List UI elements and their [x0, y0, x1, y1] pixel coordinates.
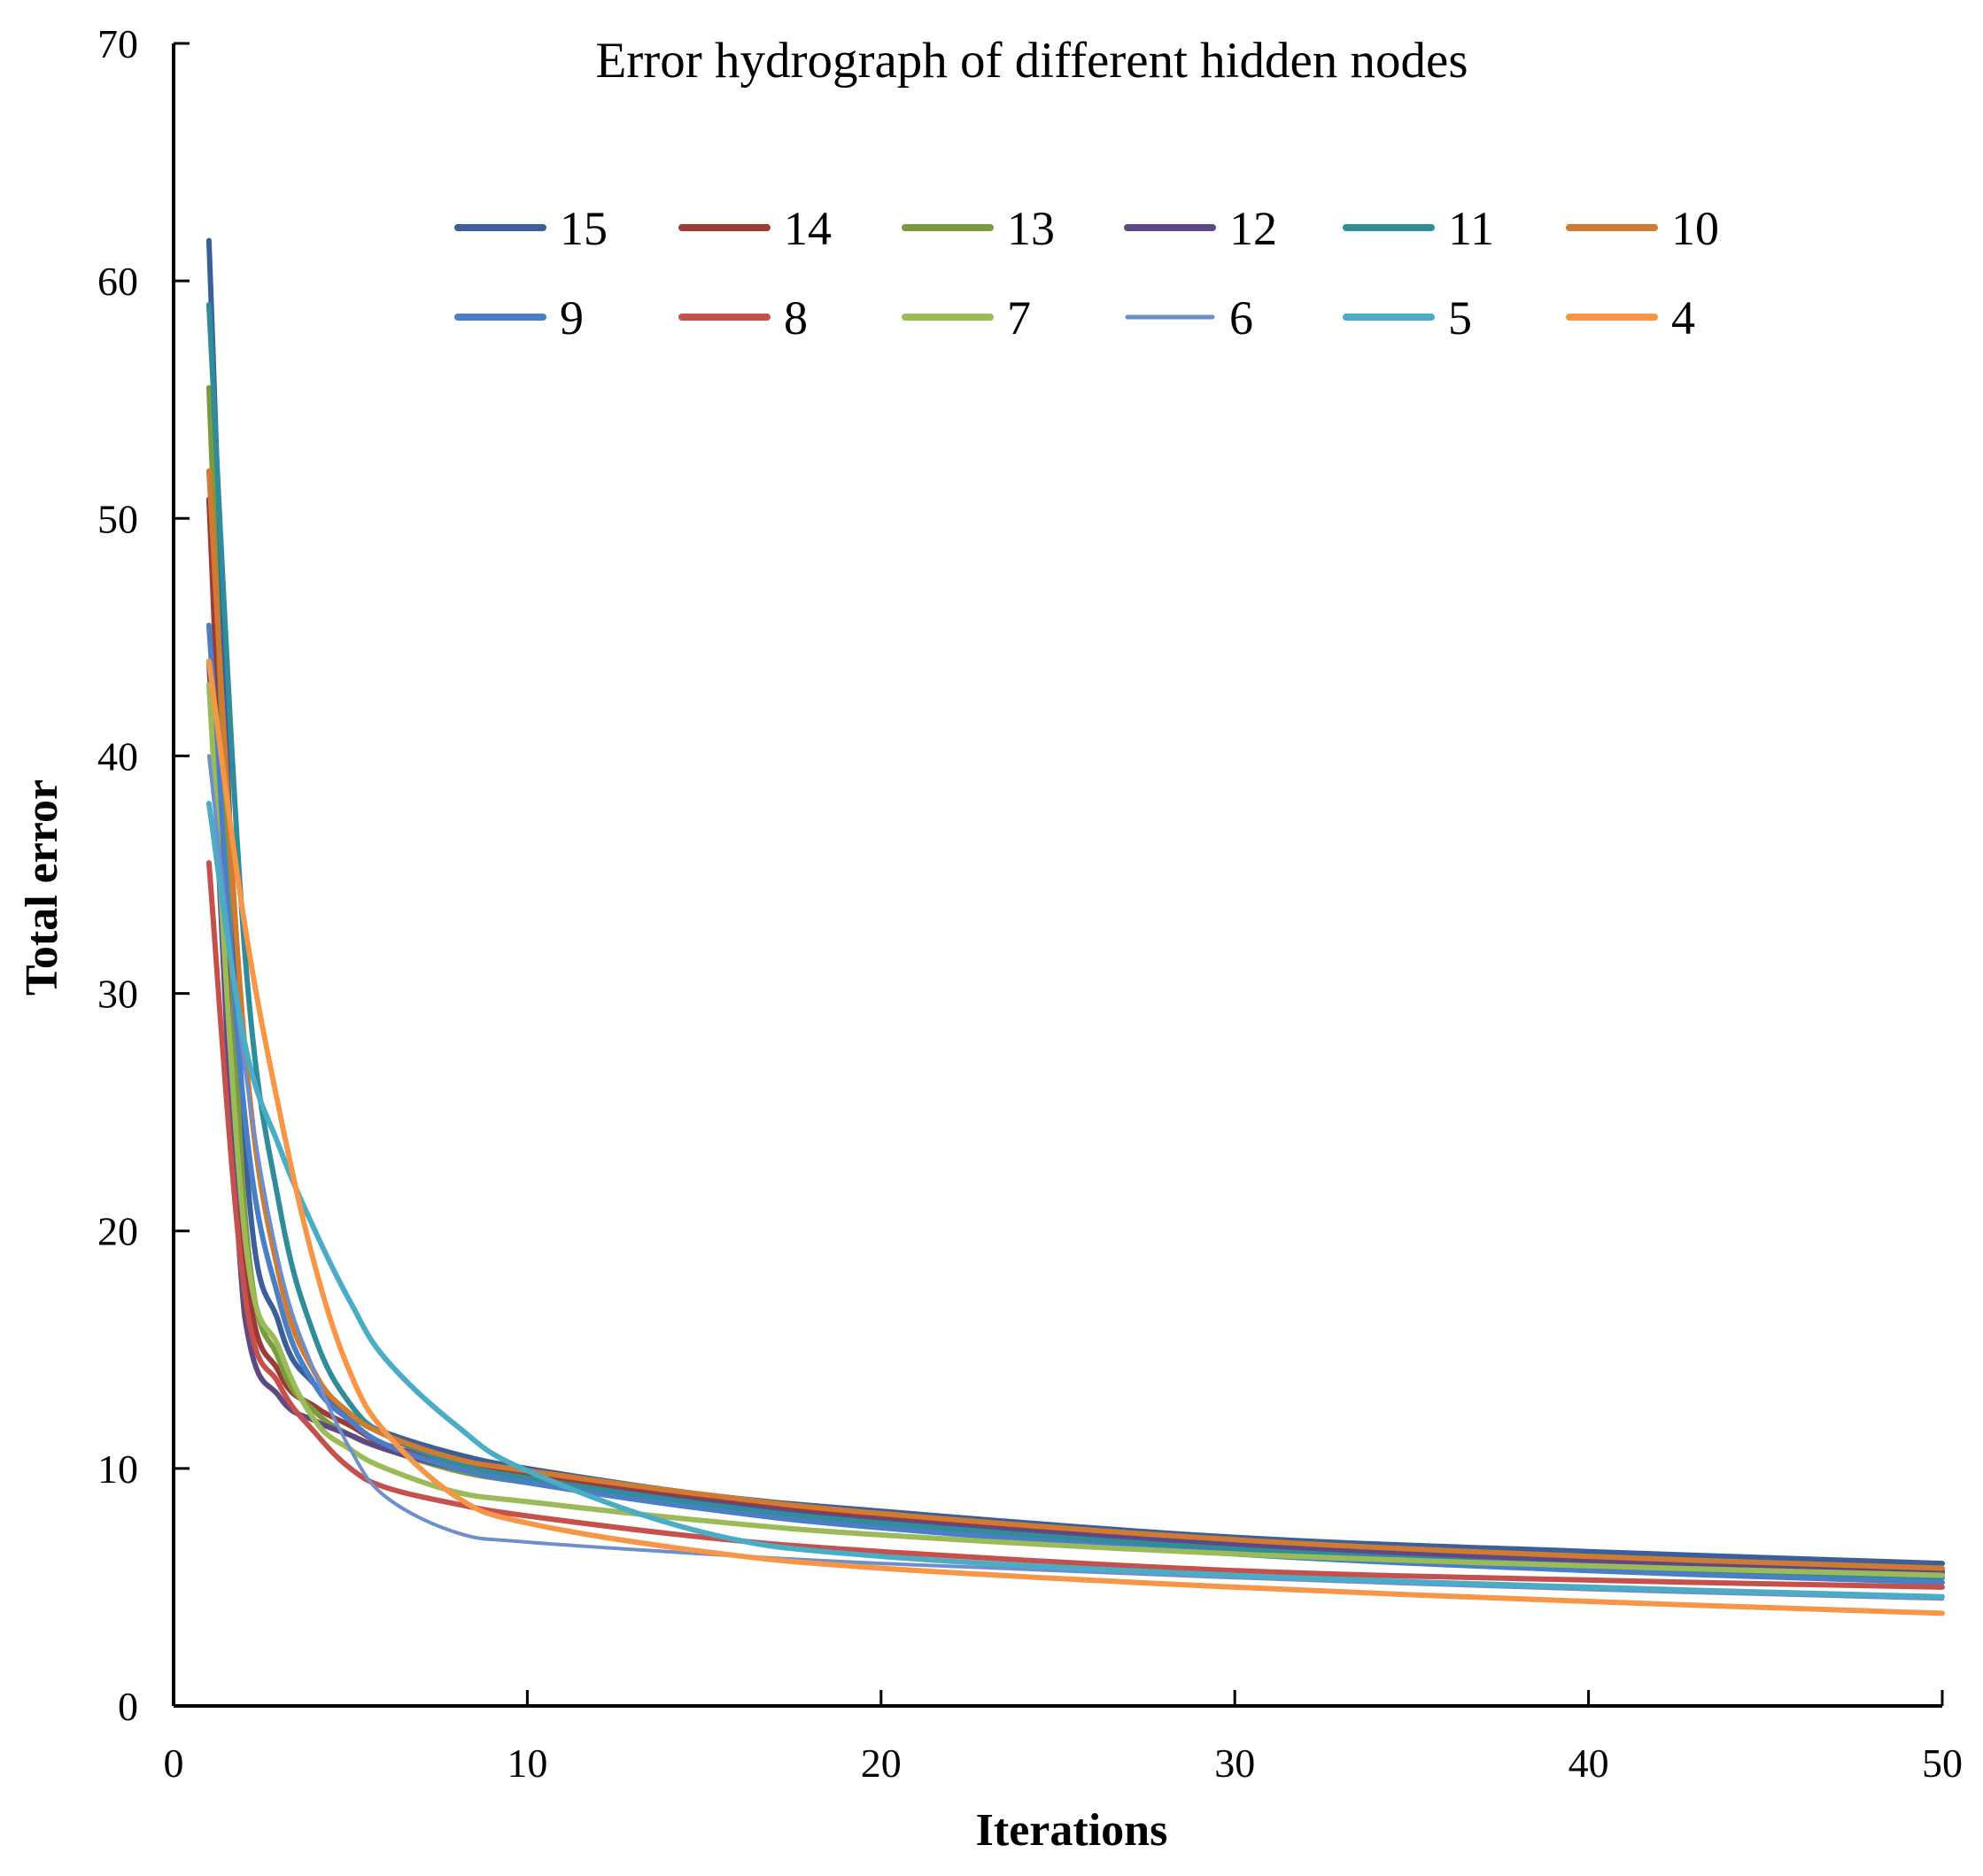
legend-label: 9	[560, 291, 584, 345]
x-tick-label: 10	[507, 1740, 547, 1786]
y-tick-label: 40	[97, 733, 138, 779]
legend-label: 5	[1448, 291, 1472, 345]
legend-item-10: 10	[1566, 202, 1719, 255]
legend-label: 13	[1007, 202, 1055, 255]
legend-item-11: 11	[1343, 202, 1494, 255]
x-axis-label: Iterations	[976, 1805, 1168, 1856]
legend-item-9: 9	[454, 291, 584, 345]
legend-label: 4	[1671, 291, 1695, 345]
legend-label: 11	[1448, 202, 1494, 255]
x-tick-label: 30	[1214, 1740, 1255, 1786]
legend-label: 12	[1229, 202, 1277, 255]
x-tick-label: 20	[861, 1740, 902, 1786]
series-line-8	[205, 860, 1945, 1590]
y-tick-label: 60	[97, 259, 138, 304]
legend-item-8: 8	[678, 291, 808, 345]
legend: 15 14 13 12 11 10 9 8 7 6 5 4	[454, 202, 1719, 345]
series-layer	[205, 237, 1945, 1616]
series-line-11	[205, 302, 1945, 1581]
y-tick-label: 50	[97, 496, 138, 541]
legend-label: 15	[560, 202, 608, 255]
legend-label: 6	[1229, 291, 1253, 345]
series-line-7	[205, 682, 1945, 1578]
legend-item-7: 7	[902, 291, 1031, 345]
legend-item-14: 14	[678, 202, 832, 255]
legend-item-4: 4	[1566, 291, 1695, 345]
y-tick-label: 70	[97, 21, 138, 66]
y-tick-label: 10	[97, 1446, 138, 1492]
series-line-4	[205, 658, 1945, 1616]
legend-item-15: 15	[454, 202, 608, 255]
legend-label: 10	[1671, 202, 1719, 255]
y-tick-label: 20	[97, 1209, 138, 1254]
y-axis-label: Total error	[17, 779, 67, 996]
y-tick-label: 30	[97, 972, 138, 1017]
series-line-15	[205, 237, 1945, 1567]
series-line-14	[205, 496, 1945, 1574]
series-line-10	[205, 468, 1945, 1571]
chart-title: Error hydrograph of different hidden nod…	[595, 33, 1468, 89]
series-line-13	[205, 384, 1945, 1578]
legend-item-5: 5	[1343, 291, 1472, 345]
y-tick-label: 0	[118, 1684, 138, 1729]
x-tick-label: 40	[1569, 1740, 1609, 1786]
legend-item-6: 6	[1125, 291, 1253, 345]
axes: 0 10 20 30 40 50 60 70 0 10 20 30 40 50	[97, 21, 1963, 1786]
legend-item-12: 12	[1124, 202, 1277, 255]
legend-label: 14	[784, 202, 832, 255]
x-tick-label: 50	[1922, 1740, 1963, 1786]
legend-label: 7	[1007, 291, 1031, 345]
series-line-5	[205, 801, 1945, 1600]
legend-item-13: 13	[902, 202, 1055, 255]
x-tick-label: 0	[164, 1740, 184, 1786]
legend-label: 8	[784, 291, 808, 345]
